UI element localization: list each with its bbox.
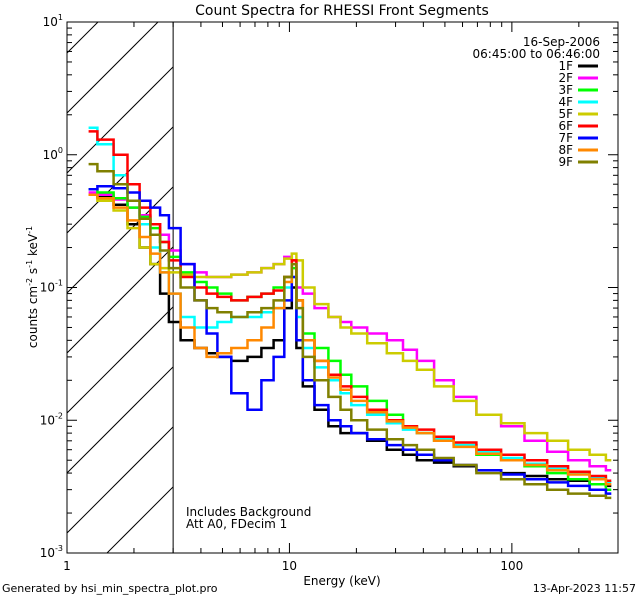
series-line-4f	[88, 126, 612, 484]
y-tick-label: 101	[43, 13, 63, 29]
hatch-line	[106, 486, 174, 553]
hatch-line	[67, 22, 159, 114]
legend-label-7f: 7F	[558, 131, 573, 145]
series-line-2f	[88, 191, 612, 472]
plot-frame	[66, 21, 619, 554]
legend-label-3f: 3F	[558, 83, 573, 97]
hatch-line	[67, 246, 174, 354]
legend-label-6f: 6F	[558, 119, 573, 133]
hatch-line	[67, 126, 174, 234]
series-line-6f	[88, 130, 612, 483]
legend-label-4f: 4F	[558, 95, 573, 109]
x-tick-label: 1	[63, 559, 71, 573]
legend-label-8f: 8F	[558, 143, 573, 157]
axis-ticks	[66, 21, 619, 554]
y-tick-label: 10-3	[40, 544, 63, 560]
y-tick-label: 100	[43, 146, 63, 162]
legend-label-9f: 9F	[558, 155, 573, 169]
hatch-line	[67, 22, 99, 54]
legend-label-2f: 2F	[558, 71, 573, 85]
y-tick-label: 10-2	[40, 411, 63, 427]
y-tick-labels: 10-3 10-2 10-1 100 101	[40, 13, 63, 560]
chart-title: Count Spectra for RHESSI Front Segments	[195, 3, 489, 19]
hatch-line	[67, 186, 174, 294]
footer-generated-by: Generated by hsi_min_spectra_plot.pro	[2, 582, 218, 595]
series-line-9f	[88, 162, 612, 500]
excluded-energy-region	[67, 22, 174, 553]
annotation-attenuator: Att A0, FDecim 1	[186, 517, 287, 531]
x-tick-labels: 1 10 100	[63, 559, 523, 573]
hatch-line	[67, 366, 174, 474]
date-label: 16-Sep-2006	[523, 35, 600, 49]
x-tick-label: 10	[282, 559, 297, 573]
hatch-line	[67, 306, 174, 414]
hatch-line	[67, 66, 174, 174]
hatch-line	[67, 426, 174, 534]
x-tick-label: 100	[500, 559, 523, 573]
series-line-1f	[88, 193, 612, 488]
y-tick-label: 10-1	[40, 279, 63, 295]
time-range-label: 06:45:00 to 06:46:00	[473, 47, 600, 61]
legend-label-5f: 5F	[558, 107, 573, 121]
legend-label-1f: 1F	[558, 59, 573, 73]
footer-timestamp: 13-Apr-2023 11:57	[532, 582, 636, 595]
annotation-background: Includes Background	[186, 505, 311, 519]
x-axis-label: Energy (keV)	[303, 574, 380, 588]
y-axis-label: counts cm-2 s-1 keV-1	[25, 226, 40, 348]
spectra-series-group	[88, 126, 612, 500]
series-line-7f	[88, 184, 612, 495]
series-line-8f	[88, 193, 612, 486]
